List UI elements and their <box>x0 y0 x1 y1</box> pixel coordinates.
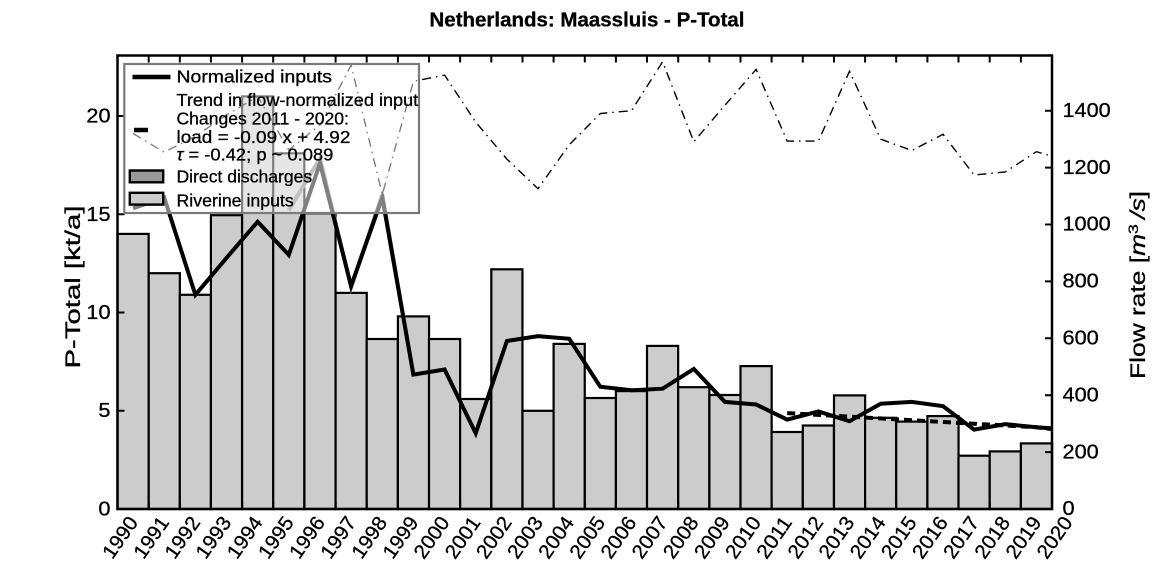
svg-text:Netherlands: Maassluis - P-Tot: Netherlands: Maassluis - P-Total <box>430 8 745 31</box>
svg-text:10: 10 <box>86 302 110 324</box>
svg-text:Direct discharges: Direct discharges <box>177 167 313 187</box>
svg-text:Normalized inputs: Normalized inputs <box>177 67 333 87</box>
svg-text:1200: 1200 <box>1063 157 1111 179</box>
svg-text:Trend in flow-normalized input: Trend in flow-normalized input <box>177 90 419 110</box>
svg-text:0: 0 <box>98 499 110 521</box>
svg-text:600: 600 <box>1063 328 1099 350</box>
svg-text:1400: 1400 <box>1063 100 1111 122</box>
svg-text:1000: 1000 <box>1063 214 1111 236</box>
svg-text:5: 5 <box>98 400 110 422</box>
svg-text:800: 800 <box>1063 271 1099 293</box>
svg-text:Flow rate [m3 /s]: Flow rate [m3 /s] <box>1125 191 1150 379</box>
svg-text:Riverine inputs: Riverine inputs <box>177 191 295 211</box>
svg-text:400: 400 <box>1063 384 1099 406</box>
svg-text:P-Total [kt/a]: P-Total [kt/a] <box>62 206 85 369</box>
svg-text:200: 200 <box>1063 441 1099 463</box>
svg-text:Changes 2011 - 2020:: Changes 2011 - 2020: <box>177 109 349 129</box>
svg-text:τ = -0.42; p ~ 0.089: τ = -0.42; p ~ 0.089 <box>177 145 334 165</box>
svg-text:load = -0.09 x + 4.92: load = -0.09 x + 4.92 <box>177 127 351 147</box>
svg-text:0: 0 <box>1063 498 1075 520</box>
svg-text:20: 20 <box>86 106 110 128</box>
svg-text:15: 15 <box>86 204 110 226</box>
